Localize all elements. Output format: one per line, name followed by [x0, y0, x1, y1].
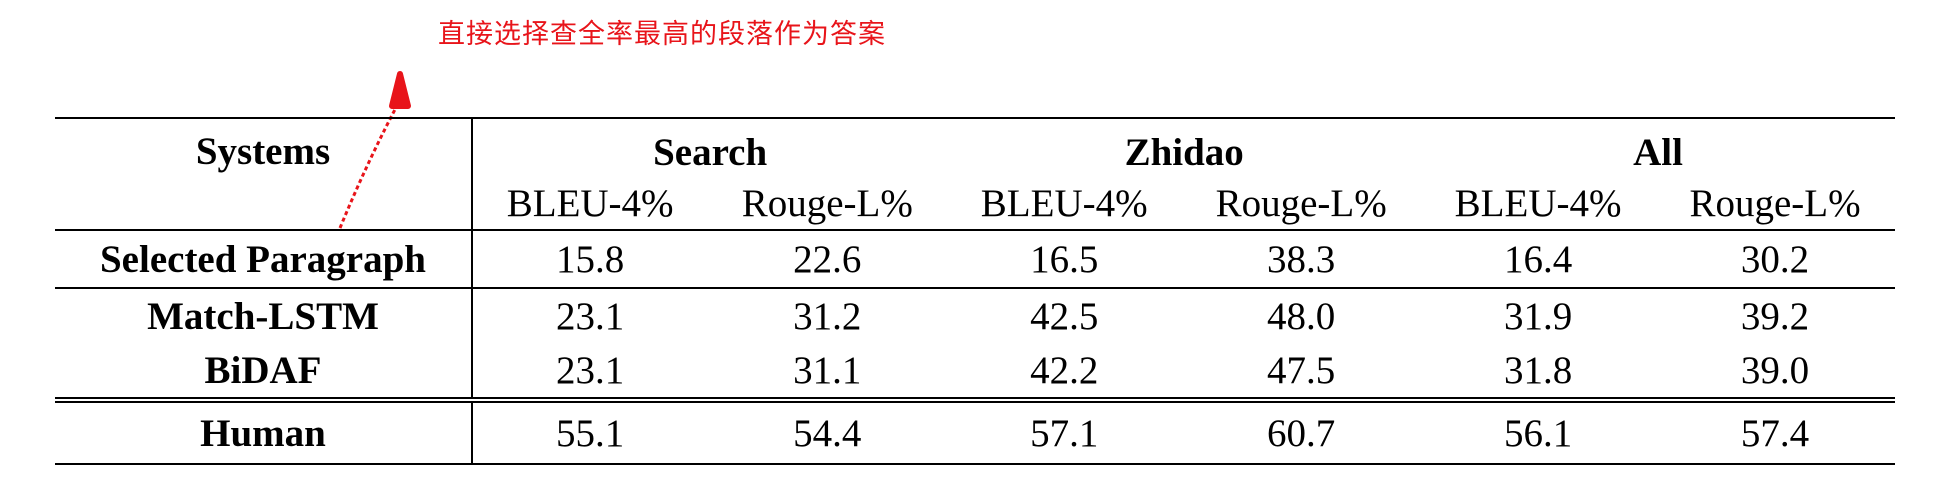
- table-cell: 30.2: [1655, 229, 1895, 288]
- system-name: BiDAF: [55, 343, 473, 400]
- table-cell: 39.2: [1655, 287, 1895, 343]
- table-cell: 31.8: [1503, 348, 1573, 392]
- system-name: Selected Paragraph: [55, 229, 473, 288]
- metric-header: Rouge-L%: [1689, 181, 1861, 225]
- table-row: Match-LSTM 23.1 31.2 42.5 48.0 31.9 39.2: [55, 287, 1895, 343]
- table-cell: 22.6: [707, 229, 948, 288]
- table-cell: 42.5: [947, 287, 1182, 343]
- table-cell: 56.1: [1421, 397, 1656, 465]
- table-cell: 39.0: [1740, 348, 1810, 392]
- table-cell: 47.5: [1267, 348, 1336, 392]
- table-cell: 23.1: [556, 348, 625, 392]
- table-cell: 16.5: [947, 229, 1182, 288]
- metric-header: BLEU-4%: [1454, 181, 1622, 225]
- table-cell: 23.1: [472, 287, 708, 343]
- metric-header: BLEU-4%: [506, 181, 674, 225]
- table-cell: 31.1: [793, 348, 862, 392]
- table-cell: 55.1: [472, 397, 708, 465]
- metric-header: Rouge-L%: [1215, 181, 1387, 225]
- table-cell: 60.7: [1181, 397, 1422, 465]
- group-header-all: All: [1421, 117, 1895, 177]
- table-cell: 38.3: [1181, 229, 1422, 288]
- table-cell: 42.2: [1030, 348, 1099, 392]
- metric-header: Rouge-L%: [741, 181, 913, 225]
- system-name: Match-LSTM: [55, 287, 473, 343]
- table-cell: 48.0: [1181, 287, 1422, 343]
- table-cell: 54.4: [707, 397, 948, 465]
- table-cell: 57.1: [947, 397, 1182, 465]
- table-row: BiDAF 23.1 31.1 42.2 47.5 31.8 39.0: [55, 343, 1895, 400]
- results-table: Systems Search Zhidao All BLEU-4% Rouge-…: [55, 117, 1895, 465]
- results-table-container: Systems Search Zhidao All BLEU-4% Rouge-…: [55, 117, 1895, 465]
- table-cell: 15.8: [472, 229, 708, 288]
- metric-header: BLEU-4%: [980, 181, 1148, 225]
- system-name: Human: [55, 397, 473, 465]
- table-row: Selected Paragraph 15.8 22.6 16.5 38.3 1…: [55, 229, 1895, 288]
- table-cell: 31.9: [1421, 287, 1656, 343]
- group-header-zhidao: Zhidao: [947, 117, 1422, 177]
- chinese-annotation: 直接选择查全率最高的段落作为答案: [438, 19, 886, 50]
- systems-header: Systems: [55, 117, 473, 230]
- table-cell: 16.4: [1421, 229, 1656, 288]
- table-cell: 31.2: [707, 287, 948, 343]
- table-row: Human 55.1 54.4 57.1 60.7 56.1 57.4: [55, 397, 1895, 465]
- group-header-search: Search: [472, 117, 948, 177]
- table-cell: 57.4: [1655, 397, 1895, 465]
